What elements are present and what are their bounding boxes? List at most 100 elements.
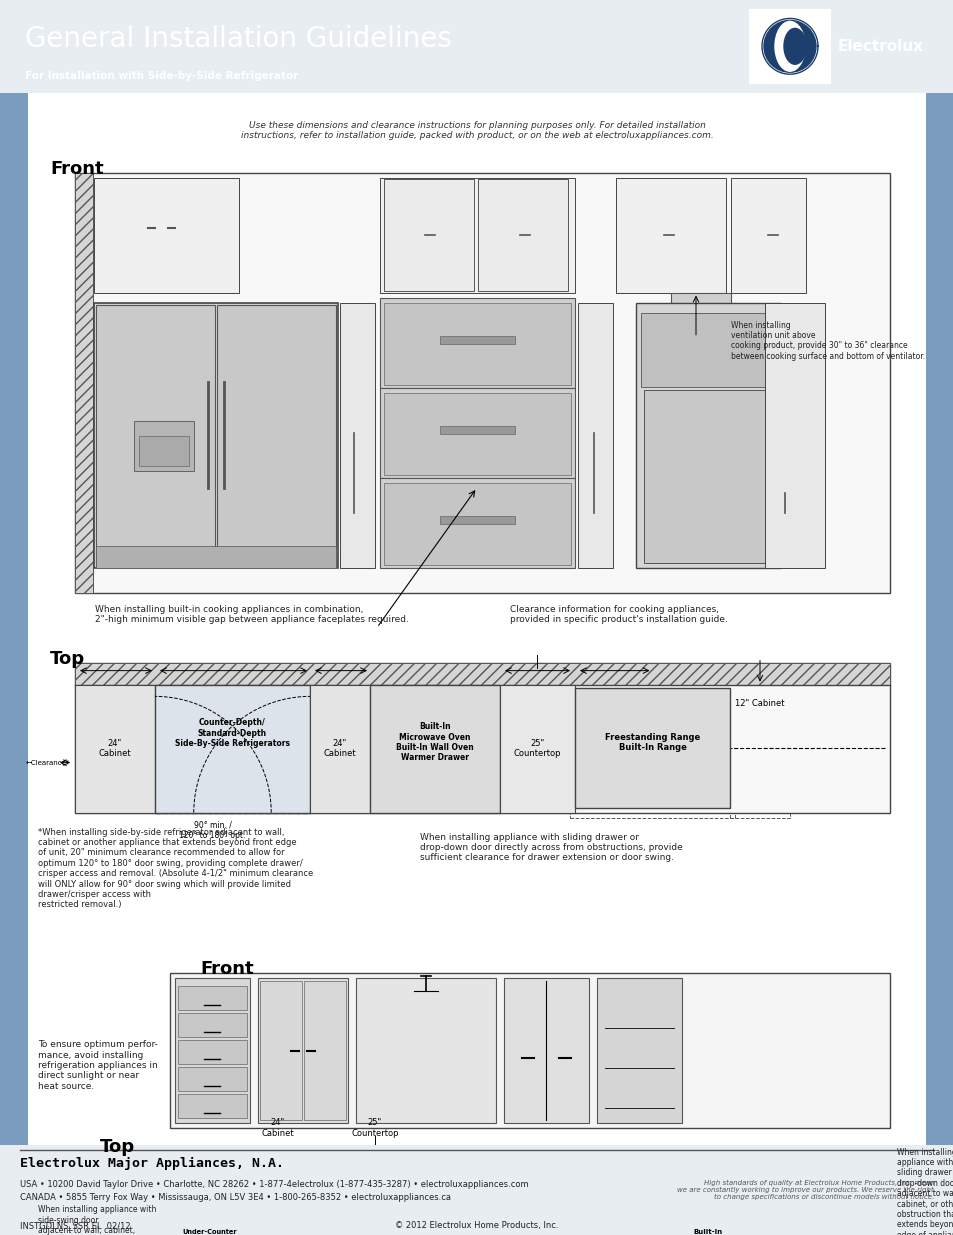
- Bar: [670, 293, 730, 337]
- Bar: [178, 1013, 247, 1036]
- Ellipse shape: [339, 1216, 410, 1235]
- Circle shape: [691, 320, 720, 348]
- Circle shape: [691, 347, 720, 375]
- Bar: [178, 1067, 247, 1091]
- Text: 24"
Cabinet: 24" Cabinet: [261, 1118, 294, 1137]
- Text: Top: Top: [100, 1137, 135, 1156]
- Text: Clearance information for cooking appliances,
provided in specific product's ins: Clearance information for cooking applia…: [510, 605, 727, 624]
- Text: When installing
ventilation unit above
cooking product, provide 30" to 36" clear: When installing ventilation unit above c…: [730, 321, 924, 361]
- Bar: [375, 736, 495, 768]
- Bar: [503, 978, 588, 1123]
- Bar: [154, 684, 310, 813]
- Bar: [133, 421, 193, 471]
- Bar: [94, 303, 337, 568]
- Bar: [375, 994, 476, 1109]
- Text: Top: Top: [50, 650, 85, 668]
- Bar: [375, 772, 495, 805]
- Bar: [178, 986, 247, 1010]
- Text: Electrolux Major Appliances, N.A.: Electrolux Major Appliances, N.A.: [20, 1157, 284, 1170]
- Text: 90° min. /
120° to 180° opt.: 90° min. / 120° to 180° opt.: [179, 820, 246, 840]
- Text: 24"
Cabinet: 24" Cabinet: [323, 739, 355, 758]
- Text: When installing appliance with sliding drawer or
drop-down door directly across : When installing appliance with sliding d…: [419, 832, 682, 862]
- Bar: [170, 973, 889, 1128]
- Bar: [178, 1040, 247, 1063]
- Text: INSTGDLNS_SSR EL  02/12: INSTGDLNS_SSR EL 02/12: [20, 1221, 131, 1230]
- Text: Under-Counter
Wine Cooler/
Beverage Center/
Ice Maker
Trash Compactor: Under-Counter Wine Cooler/ Beverage Cent…: [177, 1229, 242, 1235]
- Bar: [384, 483, 571, 564]
- Bar: [384, 179, 474, 290]
- Bar: [379, 178, 575, 293]
- Bar: [216, 305, 335, 566]
- Text: USA • 10200 David Taylor Drive • Charlotte, NC 28262 • 1-877-4electrolux (1-877-: USA • 10200 David Taylor Drive • Charlot…: [20, 1179, 528, 1189]
- Bar: [178, 1094, 247, 1118]
- Text: 24"
Cabinet: 24" Cabinet: [98, 739, 132, 758]
- Bar: [439, 426, 515, 433]
- Bar: [569, 683, 734, 818]
- Bar: [379, 298, 575, 388]
- Bar: [477, 179, 567, 290]
- Bar: [370, 684, 499, 813]
- Bar: [643, 390, 772, 563]
- Bar: [499, 684, 575, 813]
- Bar: [170, 1147, 889, 1167]
- Bar: [439, 336, 515, 343]
- Bar: [444, 1174, 530, 1235]
- Text: To ensure optimum perfor-
mance, avoid installing
refrigeration appliances in
di: To ensure optimum perfor- mance, avoid i…: [38, 1040, 157, 1091]
- Bar: [339, 303, 375, 568]
- Bar: [578, 303, 613, 568]
- Bar: [375, 699, 495, 732]
- Bar: [75, 663, 889, 813]
- Bar: [257, 978, 348, 1123]
- Bar: [749, 10, 829, 83]
- Bar: [304, 981, 346, 1120]
- Bar: [439, 516, 515, 524]
- Bar: [305, 1170, 444, 1235]
- Text: Counter-Depth/
Standard-Depth
Side-By-Side Refrigerators: Counter-Depth/ Standard-Depth Side-By-Si…: [174, 719, 290, 748]
- Bar: [384, 393, 571, 474]
- Bar: [154, 684, 310, 813]
- Circle shape: [684, 315, 690, 321]
- Text: Built-In
Dishwasher
Under-Counter
Refrigerator
Drawers: Built-In Dishwasher Under-Counter Refrig…: [678, 1229, 736, 1235]
- Bar: [75, 663, 889, 684]
- Text: High standards of quality at Electrolux Home Products, Inc. mean
we are constant: High standards of quality at Electrolux …: [677, 1179, 933, 1200]
- Text: 25"
Countertop: 25" Countertop: [351, 1118, 398, 1137]
- Text: ←Clearance*: ←Clearance*: [26, 760, 70, 766]
- Bar: [75, 684, 154, 813]
- Bar: [75, 173, 92, 593]
- Text: *When installing side-by-side refrigerator adjacent to wall,
cabinet or another : *When installing side-by-side refrigerat…: [38, 827, 313, 909]
- Bar: [96, 305, 214, 566]
- Circle shape: [646, 320, 675, 348]
- Text: 12" Cabinet: 12" Cabinet: [735, 699, 784, 709]
- Bar: [170, 1170, 250, 1235]
- Bar: [0, 93, 28, 1145]
- Text: © 2012 Electrolux Home Products, Inc.: © 2012 Electrolux Home Products, Inc.: [395, 1221, 558, 1230]
- Text: Use these dimensions and clearance instructions for planning purposes only. For : Use these dimensions and clearance instr…: [240, 121, 713, 140]
- Bar: [139, 436, 189, 466]
- Text: When installing
appliance with
sliding drawer or
drop-down door
adjacent to wall: When installing appliance with sliding d…: [896, 1147, 953, 1235]
- Bar: [96, 546, 335, 568]
- Bar: [730, 178, 805, 293]
- Text: General Installation Guidelines: General Installation Guidelines: [25, 25, 452, 53]
- Bar: [764, 303, 824, 568]
- Text: Front: Front: [200, 960, 253, 978]
- Bar: [94, 178, 239, 293]
- Ellipse shape: [783, 28, 805, 64]
- Bar: [575, 688, 729, 808]
- Bar: [379, 388, 575, 478]
- Circle shape: [646, 347, 675, 375]
- Text: CANADA • 5855 Terry Fox Way • Mississauga, ON L5V 3E4 • 1-800-265-8352 • electro: CANADA • 5855 Terry Fox Way • Mississaug…: [20, 1193, 451, 1202]
- Circle shape: [700, 354, 711, 367]
- Circle shape: [655, 329, 666, 341]
- Text: Electrolux: Electrolux: [837, 38, 923, 54]
- Bar: [310, 684, 370, 813]
- Circle shape: [693, 315, 700, 321]
- Text: 25"
Countertop: 25" Countertop: [514, 739, 560, 758]
- Bar: [170, 1147, 889, 1235]
- Bar: [379, 478, 575, 568]
- Text: Front: Front: [50, 159, 104, 178]
- Bar: [260, 981, 302, 1120]
- Circle shape: [700, 329, 711, 341]
- Text: Freestanding Range
Built-In Range: Freestanding Range Built-In Range: [604, 732, 700, 752]
- Ellipse shape: [774, 21, 804, 72]
- Text: When installing appliance with
side-swing door
adjacent to wall, cabinet,
or oth: When installing appliance with side-swin…: [38, 1205, 156, 1235]
